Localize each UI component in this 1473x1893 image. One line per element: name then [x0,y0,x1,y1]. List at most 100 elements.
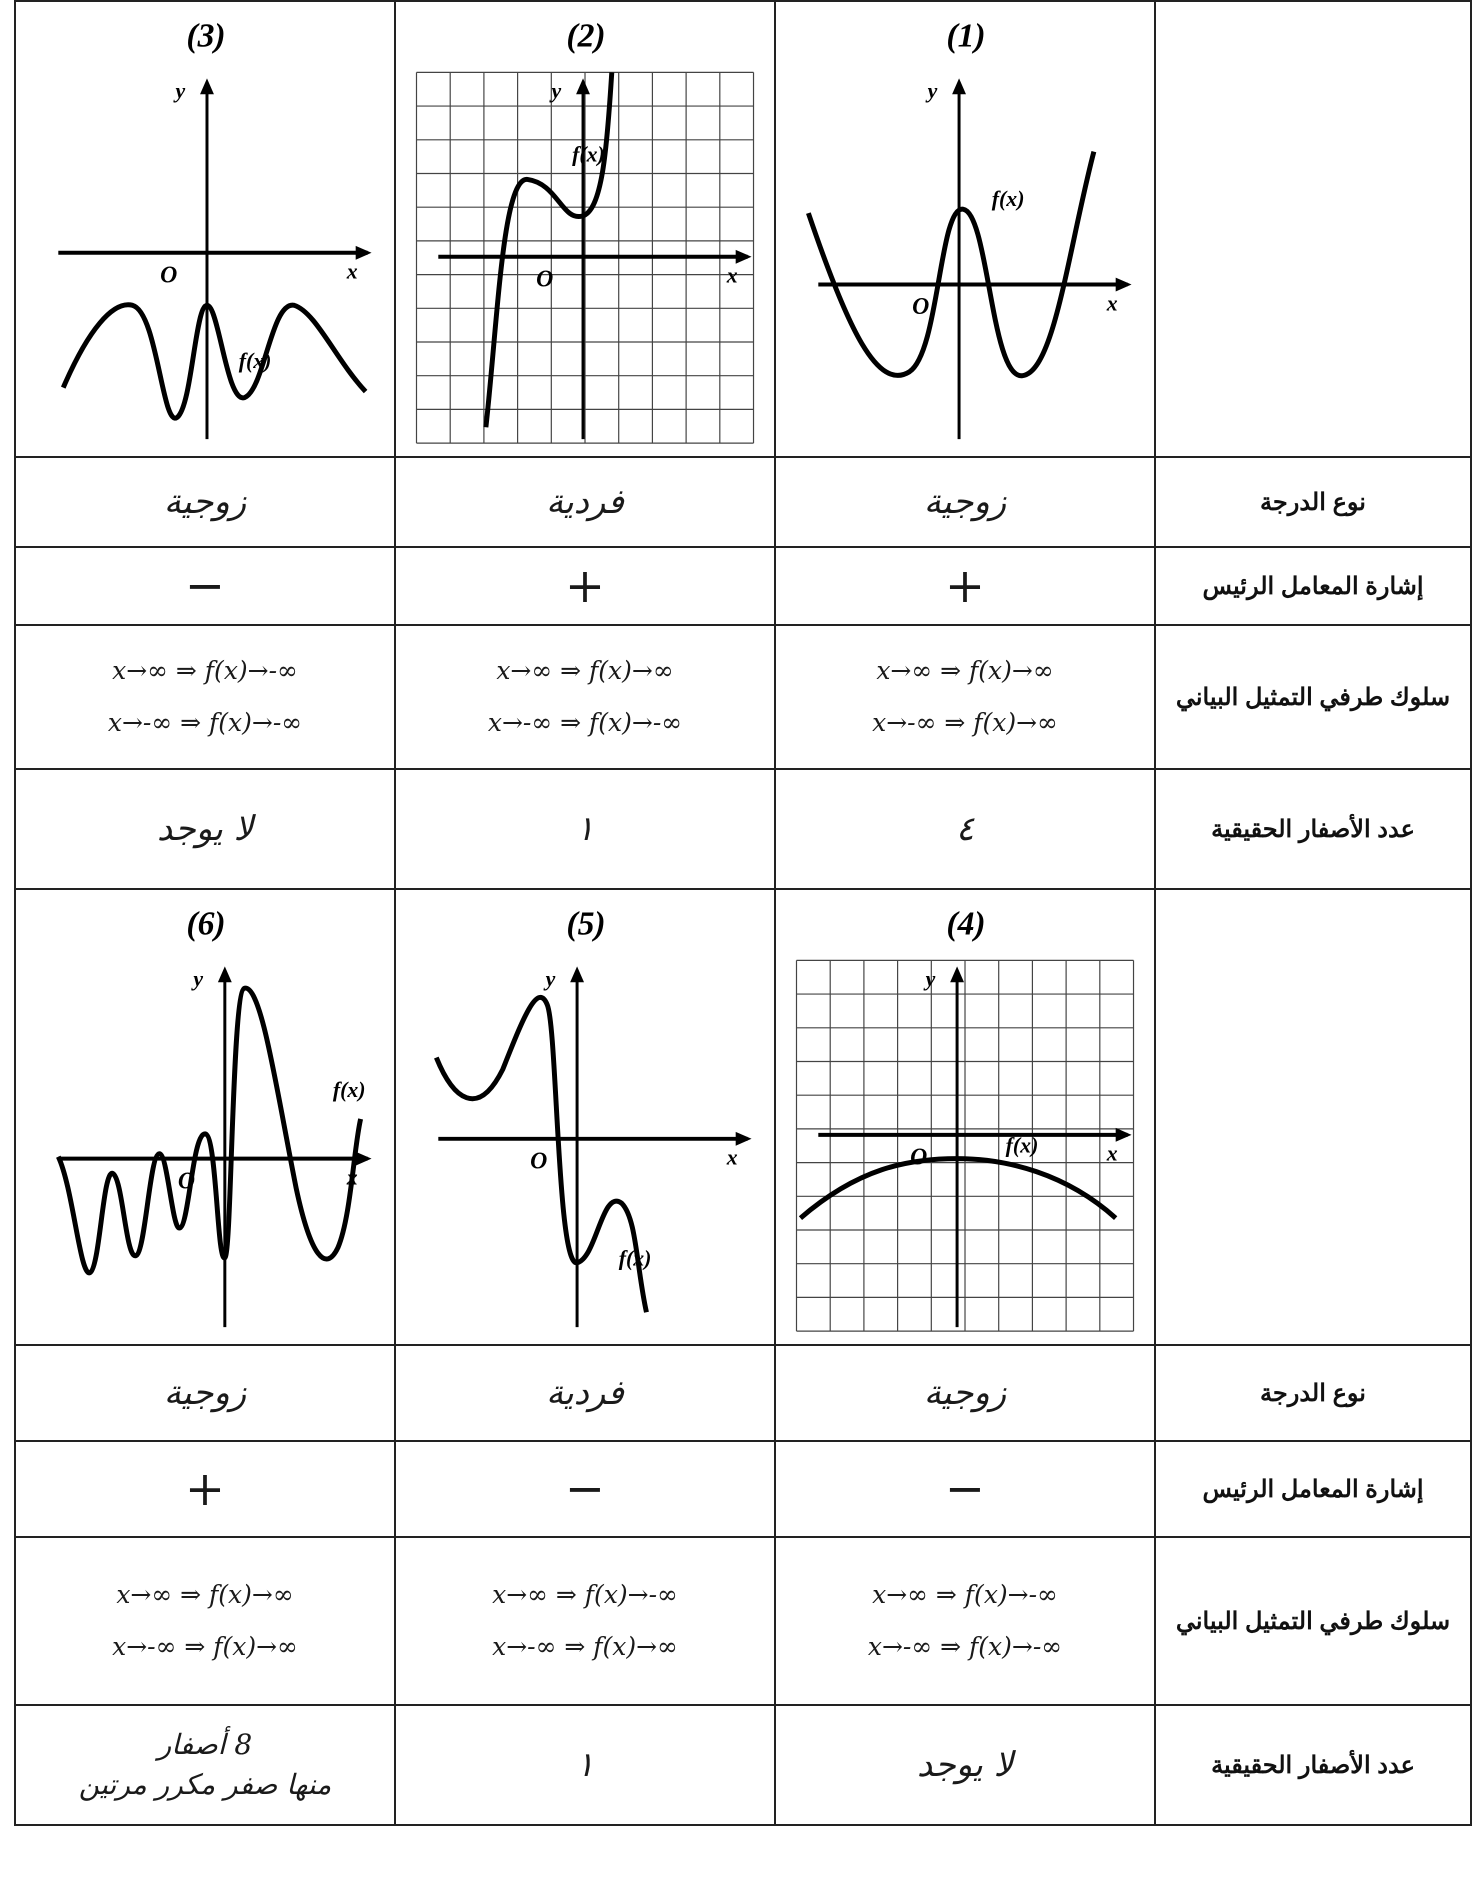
answer-cell: + [15,1441,395,1537]
arrow [1116,1128,1132,1142]
answer-line: منها صفر مكرر مرتين [16,1765,394,1805]
answer-cell: فردية [395,457,775,547]
answer-cell: ٤ [775,769,1155,889]
row-label: عدد الأصفار الحقيقية [1155,1705,1471,1825]
answer: + [776,558,1154,614]
answer-cell: زوجية [15,1345,395,1441]
row-label: سلوك طرفي التمثيل البياني [1155,1537,1471,1705]
function-label: f(x) [992,187,1025,211]
answer-line: x→∞ ⇒ f(x)→-∞ [776,1569,1154,1621]
function-label: f(x) [619,1247,652,1271]
arrow [952,78,966,94]
answer-cell: − [15,547,395,625]
arrow [736,250,752,264]
y-axis-label: y [925,79,938,103]
arrow [570,966,584,982]
answer: ٤ [776,809,1154,849]
answer-cell: x→∞ ⇒ f(x)→∞x→-∞ ⇒ f(x)→∞ [15,1537,395,1705]
y-axis-label: y [172,79,185,103]
answer-cell: فردية [395,1345,775,1441]
curve [63,305,365,418]
graph-label: (3) [186,18,225,55]
answer: زوجية [776,482,1154,522]
answer-line: x→∞ ⇒ f(x)→∞ [16,1569,394,1621]
answer-cell: لا يوجد [775,1705,1155,1825]
answer-cell: x→∞ ⇒ f(x)→∞x→-∞ ⇒ f(x)→∞ [775,625,1155,769]
arrow [356,246,372,260]
answer-line: x→∞ ⇒ f(x)→∞ [396,645,774,697]
answer: زوجية [16,1373,394,1413]
answer-cell: x→∞ ⇒ f(x)→∞x→-∞ ⇒ f(x)→-∞ [395,625,775,769]
row-label: سلوك طرفي التمثيل البياني [1155,625,1471,769]
answer-cell: − [775,1441,1155,1537]
empty-cell [1155,1,1471,457]
function-label: f(x) [333,1078,366,1102]
graph-label: (2) [566,18,605,55]
arrow [576,78,590,94]
arrow [950,966,964,982]
answer-row: إشارة المعامل الرئيس−−+ [15,1441,1471,1537]
graph-label: (1) [946,18,985,55]
graph-label: (4) [946,906,985,943]
y-axis-label: y [923,967,936,991]
row-label: نوع الدرجة [1155,457,1471,547]
answer: ١ [396,1745,774,1785]
origin-label: O [530,1149,547,1175]
answer-line: x→-∞ ⇒ f(x)→-∞ [16,697,394,749]
origin-label: O [910,1145,927,1171]
answer-line: x→-∞ ⇒ f(x)→∞ [396,1621,774,1673]
answer-cell: − [395,1441,775,1537]
answer: فردية [396,482,774,522]
answer-cell: + [775,547,1155,625]
answer-cell: x→∞ ⇒ f(x)→-∞x→-∞ ⇒ f(x)→∞ [395,1537,775,1705]
row-label: نوع الدرجة [1155,1345,1471,1441]
answer: + [16,1461,394,1517]
answer-line: x→-∞ ⇒ f(x)→-∞ [396,697,774,749]
y-axis-label: y [190,967,203,991]
answer-cell: لا يوجد [15,769,395,889]
origin-label: O [536,266,553,292]
graph-label: (5) [566,906,605,943]
function-label: f(x) [572,143,605,167]
graph: (3)yxOf(x) [18,3,394,455]
answer: لا يوجد [16,809,394,849]
answer-line: x→∞ ⇒ f(x)→-∞ [396,1569,774,1621]
graph-label: (6) [186,906,225,943]
answer-cell: + [395,547,775,625]
function-label: f(x) [1006,1134,1039,1158]
answer-cell: زوجية [775,1345,1155,1441]
y-axis-label: y [549,79,562,103]
answer: ١ [396,809,774,849]
answer-cell: زوجية [775,457,1155,547]
arrow [218,966,232,982]
row-label: عدد الأصفار الحقيقية [1155,769,1471,889]
arrow [200,78,214,94]
empty-cell [1155,889,1471,1345]
answer: زوجية [776,1373,1154,1413]
graph: (2)y x Of(x) [398,3,774,455]
x-axis-label: x [726,1146,738,1170]
x-axis-label: x [726,264,738,288]
row-label: إشارة المعامل الرئيس [1155,1441,1471,1537]
origin-label: O [160,263,177,289]
origin-label: O [178,1168,195,1194]
x-axis-label: x [1106,291,1118,315]
answer: − [16,558,394,614]
answer-row: إشارة المعامل الرئيس++− [15,547,1471,625]
